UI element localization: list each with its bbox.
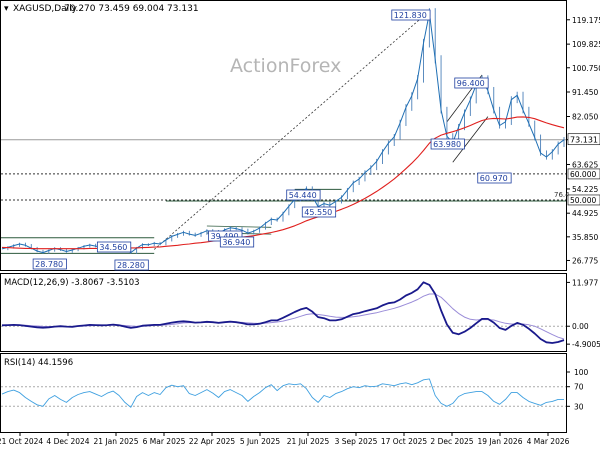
- price-tick-label: 91.450: [572, 88, 598, 97]
- svg-text:50.000: 50.000: [570, 196, 596, 205]
- price-tick-label: 44.925: [572, 209, 598, 218]
- svg-text:54.440: 54.440: [289, 191, 317, 200]
- x-tick-label: 4 Dec 2024: [46, 437, 89, 446]
- x-tick-label: 4 Mar 2026: [527, 437, 570, 446]
- price-tick-label: 63.625: [572, 160, 598, 169]
- annotation-45-550: 45.550: [301, 206, 337, 218]
- macd-layer: [1, 281, 566, 344]
- x-tick-label: 19 Jan 2026: [478, 437, 523, 446]
- rsi-layer: [1, 378, 566, 408]
- macd-line: [1, 281, 565, 344]
- price-tick-label: 119.175: [572, 16, 600, 25]
- chart-symbol-arrow: ▾: [4, 4, 9, 14]
- svg-text:73.131: 73.131: [570, 136, 598, 145]
- watermark: ActionForex: [230, 55, 341, 77]
- trend-projection-line: [153, 10, 430, 250]
- svg-text:28.280: 28.280: [117, 261, 145, 270]
- svg-text:36.940: 36.940: [222, 238, 250, 247]
- x-tick-label: 22 Apr 2025: [189, 437, 236, 446]
- svg-text:45.550: 45.550: [304, 208, 332, 217]
- annotation-34-560: 34.560: [96, 241, 132, 253]
- price-tick-label: 82.050: [572, 112, 598, 121]
- x-tick-label: 21 Jul 2025: [287, 437, 330, 446]
- rsi-title: RSI(14) 44.1596: [4, 358, 73, 368]
- svg-text:96.400: 96.400: [457, 79, 485, 88]
- rsi-tick-label: 70: [574, 383, 584, 392]
- level-tag-60-000: 60.000: [567, 168, 600, 180]
- x-tick-label: 17 Oct 2025: [381, 437, 428, 446]
- macd-tick-label: -4.9005: [572, 340, 600, 349]
- rsi-tick-label: 100: [574, 368, 589, 377]
- moving-average-line: [1, 116, 565, 250]
- annotation-28-280: 28.280: [114, 259, 149, 271]
- rsi-line: [1, 378, 564, 408]
- annotation-96-400: 96.400: [454, 77, 489, 89]
- annotation-63-980: 63.980: [430, 138, 465, 150]
- chart-symbol: XAGUSD,Daily: [13, 4, 78, 14]
- rsi-panel-frame: [0, 353, 567, 433]
- macd-panel-frame: [0, 273, 567, 352]
- annotation-36-940: 36.940: [219, 236, 255, 248]
- level-tag-50-000: 50.000: [567, 194, 600, 206]
- price-close-line: [1, 12, 565, 254]
- svg-text:60.970: 60.970: [480, 174, 508, 183]
- fib-76-label: 76.4: [554, 191, 570, 199]
- x-tick-label: 5 Jun 2025: [240, 437, 281, 446]
- price-tick-label: 54.225: [572, 185, 598, 194]
- chart-ohlc: 70.270 73.459 69.004 73.131: [64, 4, 199, 14]
- svg-text:63.980: 63.980: [433, 140, 461, 149]
- annotation-60-970: 60.970: [477, 172, 512, 184]
- price-tick-label: 26.775: [572, 256, 598, 265]
- x-tick-label: 3 Sep 2025: [335, 437, 378, 446]
- annotation-121-830: 121.830: [391, 9, 431, 21]
- macd-title: MACD(12,26,9) -3.8067 -3.5103: [4, 278, 140, 288]
- price-panel-frame: [0, 0, 567, 271]
- annotation-54-440: 54.440: [286, 189, 321, 201]
- wedge-lower-line: [452, 116, 489, 163]
- svg-text:39.490: 39.490: [211, 232, 239, 241]
- x-tick-label: 21 Jan 2025: [94, 437, 139, 446]
- macd-tick-label: 11.977: [572, 278, 598, 287]
- x-tick-label: 6 Mar 2025: [143, 437, 186, 446]
- price-tick-label: 35.850: [572, 233, 598, 242]
- price-tick-label: 109.825: [572, 40, 600, 49]
- price-tick-label: 100.750: [572, 64, 600, 73]
- svg-text:34.560: 34.560: [99, 243, 127, 252]
- current-price-tag: 73.131: [567, 133, 600, 146]
- rsi-tick-label: 30: [574, 402, 584, 411]
- axis-layer: 26.775 35.850 44.925 54.225 63.625 73.131 82.0…: [0, 16, 600, 446]
- x-tick-label: 2 Dec 2025: [430, 437, 473, 446]
- annotation-28-780: 28.780: [32, 258, 67, 270]
- price-layer: 121.830 96.400 63.980 60.970 54.440 45.550 39.…: [1, 8, 570, 271]
- svg-text:28.780: 28.780: [35, 260, 63, 269]
- x-tick-label: 21 Oct 2024: [0, 437, 43, 446]
- svg-text:60.000: 60.000: [570, 170, 596, 179]
- svg-text:121.830: 121.830: [394, 11, 427, 20]
- macd-tick-label: 0.00: [572, 322, 589, 331]
